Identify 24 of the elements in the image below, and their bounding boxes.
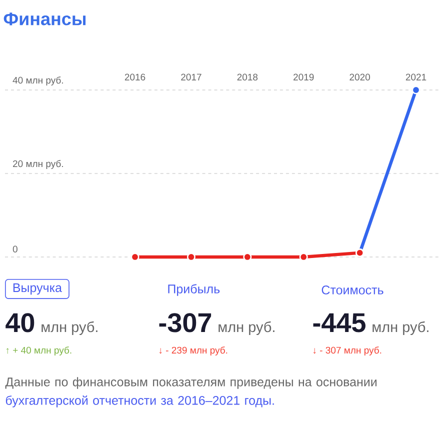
text: млн руб. xyxy=(372,321,428,335)
text: Выручка xyxy=(13,283,62,295)
text: -307 xyxy=(159,313,212,332)
text: 40 xyxy=(6,313,34,332)
text: -445 xyxy=(313,313,366,332)
y-tick-label: 20 млн руб. xyxy=(13,160,63,169)
x-tick-label: 2020 xyxy=(350,74,370,80)
x-tick-label: 2018 xyxy=(237,74,258,80)
y-tick-label: 0 xyxy=(12,246,18,252)
text: ↓ - 239 млн руб. xyxy=(159,346,228,356)
text: млн руб. xyxy=(218,321,274,335)
x-tick-label: 2016 xyxy=(124,74,146,80)
text: млн руб. xyxy=(42,321,98,335)
text: бухгалтерской отчетности за 2016–2021 годы. xyxy=(6,395,274,408)
chart-title: Финансы xyxy=(4,12,86,26)
text: ↓ - 307 млн руб. xyxy=(313,346,382,356)
x-tick-label: 2017 xyxy=(181,74,202,80)
text: Данные по финансовым показателям приведены на основании xyxy=(5,377,376,389)
x-tick-label: 2019 xyxy=(294,74,314,80)
text: ↑ + 40 млн руб. xyxy=(6,346,72,356)
x-tick-label: 2021 xyxy=(406,74,426,80)
text: Прибыль xyxy=(168,284,220,296)
text: Стоимость xyxy=(322,286,384,294)
y-tick-label: 40 млн руб. xyxy=(12,76,63,86)
